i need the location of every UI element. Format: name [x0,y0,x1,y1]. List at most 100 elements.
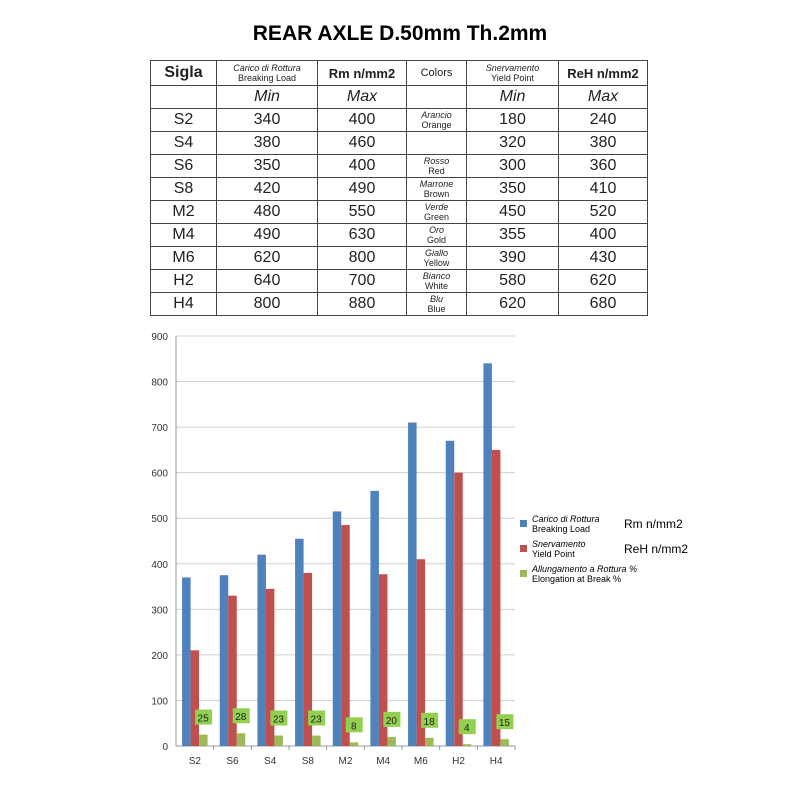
bar-yield-point [303,572,313,746]
y-tick-label: 900 [151,332,168,343]
data-label-box [383,711,401,727]
header-colors: Colors [406,60,467,86]
legend-text: Carico di Rottura Breaking Load [532,514,600,534]
cell-reh-max: 680 [558,292,648,316]
color-it: Arancio [421,110,452,120]
y-tick-label: 200 [151,651,168,662]
cell-sigla: H2 [150,269,217,293]
cell-reh-max: 520 [558,200,648,224]
cell-reh-max: 360 [558,154,648,178]
legend-name-en: Breaking Load [532,524,591,534]
color-it: Oro [428,225,444,235]
cell-color: Giallo Yellow [406,246,467,270]
x-tick-label: M6 [414,756,428,767]
cell-sigla: S8 [150,177,217,201]
y-tick-label: 0 [162,742,168,753]
legend-name-en: Elongation at Break % [532,574,622,584]
cell-reh-max: 380 [558,131,648,155]
y-tick-label: 400 [151,560,168,571]
color-it: Marrone [419,179,454,189]
legend-unit: ReH n/mm2 [624,542,689,556]
bar-elongation [312,735,321,746]
x-tick-label: H2 [452,756,465,767]
cell-reh-min: 620 [466,292,559,316]
cell-sigla: S2 [150,108,217,132]
color-en: Yellow [423,258,450,268]
color-it: Bianco [422,271,451,281]
properties-table: Sigla Carico di Rottura Breaking Load Rm … [150,60,648,316]
cell-color: Blu Blue [406,292,467,316]
table-subheader-row: Min Max Min Max [150,85,648,109]
table-row: S4 380 460 320 380 [150,131,648,155]
data-label: 25 [198,714,210,725]
data-label-box [270,710,288,726]
table-row: S8 420 490 Marrone Brown 350 410 [150,177,648,201]
x-tick-label: S6 [226,756,239,767]
bar-breaking-load [370,490,379,746]
legend-name-it: Snervamento [532,539,586,549]
legend-swatch [520,570,527,577]
cell-sigla: H4 [150,292,217,316]
header-breaking-en: Breaking Load [237,73,297,83]
cell-reh-min: 355 [466,223,559,247]
cell-reh-min: 390 [466,246,559,270]
data-label-box [232,708,250,724]
bar-yield-point [378,574,388,746]
data-label: 23 [311,715,323,726]
bar-breaking-load [408,422,417,746]
header-sigla: Sigla [150,60,217,86]
bar-elongation [199,734,208,746]
bar-breaking-load [483,363,492,746]
header-yield-it: Snervamento [485,63,540,73]
y-tick-label: 300 [151,605,168,616]
page-title: REAR AXLE D.50mm Th.2mm [252,22,548,45]
subheader-max: Max [558,85,648,109]
data-label: 28 [235,712,247,723]
y-tick-label: 800 [151,378,168,389]
cell-color: Bianco White [406,269,467,293]
cell-reh-min: 580 [466,269,559,293]
bar-elongation [349,742,359,746]
legend-text: Snervamento Yield Point [532,539,586,559]
bar-yield-point [491,449,501,746]
cell-sigla: S6 [150,154,217,178]
table-row: H4 800 880 Blu Blue 620 680 [150,292,648,316]
data-label: 20 [386,716,398,727]
data-label-box [345,717,363,733]
header-yield-point: Snervamento Yield Point [466,60,559,86]
bar-yield-point [454,472,463,746]
cell-rm-max: 490 [317,177,407,201]
color-it: Verde [424,202,449,212]
data-label-box [458,719,476,735]
color-en: Brown [423,189,450,199]
cell-sigla: M2 [150,200,217,224]
cell-color: Marrone Brown [406,177,467,201]
cell-sigla: M6 [150,246,217,270]
cell-rm-max: 550 [317,200,407,224]
header-breaking-load: Carico di Rottura Breaking Load [216,60,318,86]
table-header-row: Sigla Carico di Rottura Breaking Load Rm … [150,60,648,86]
cell-rm-min: 420 [216,177,318,201]
color-en: White [424,281,448,291]
legend-item: Carico di Rottura Breaking Load Rm n/mm2 [520,514,790,534]
legend-item: Snervamento Yield Point ReH n/mm2 [520,539,790,559]
cell-reh-max: 240 [558,108,648,132]
bar-breaking-load [332,511,342,746]
cell-reh-min: 450 [466,200,559,224]
legend-name-it: Allungamento a Rottura % [532,564,638,574]
bar-yield-point [190,650,200,746]
cell-rm-min: 350 [216,154,318,178]
table-row: H2 640 700 Bianco White 580 620 [150,269,648,293]
x-tick-label: M4 [376,756,390,767]
cell-rm-min: 800 [216,292,318,316]
table-row: M4 490 630 Oro Gold 355 400 [150,223,648,247]
cell-reh-max: 410 [558,177,648,201]
cell-rm-max: 460 [317,131,407,155]
bar-yield-point [265,588,275,746]
x-tick-label: H4 [490,756,503,767]
data-label-box [308,710,326,726]
header-breaking-it: Carico di Rottura [233,63,301,73]
subheader-min: Min [466,85,559,109]
legend-swatch [520,545,527,552]
legend-name-it: Carico di Rottura [532,514,600,524]
